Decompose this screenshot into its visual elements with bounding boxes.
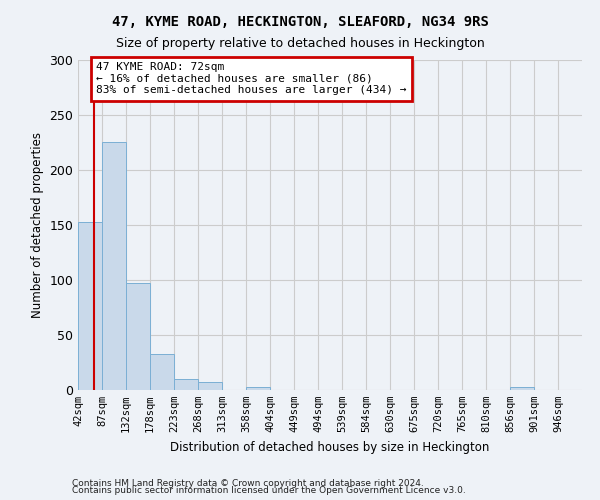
Bar xyxy=(126,284,150,390)
Text: 47, KYME ROAD, HECKINGTON, SLEAFORD, NG34 9RS: 47, KYME ROAD, HECKINGTON, SLEAFORD, NG3… xyxy=(112,15,488,29)
Text: Contains HM Land Registry data © Crown copyright and database right 2024.: Contains HM Land Registry data © Crown c… xyxy=(72,478,424,488)
Bar xyxy=(510,386,534,390)
Bar xyxy=(198,382,222,390)
Y-axis label: Number of detached properties: Number of detached properties xyxy=(31,132,44,318)
Bar xyxy=(174,379,198,390)
Text: Contains public sector information licensed under the Open Government Licence v3: Contains public sector information licen… xyxy=(72,486,466,495)
Text: Size of property relative to detached houses in Heckington: Size of property relative to detached ho… xyxy=(116,38,484,51)
X-axis label: Distribution of detached houses by size in Heckington: Distribution of detached houses by size … xyxy=(170,440,490,454)
Bar xyxy=(78,222,102,390)
Text: 47 KYME ROAD: 72sqm
← 16% of detached houses are smaller (86)
83% of semi-detach: 47 KYME ROAD: 72sqm ← 16% of detached ho… xyxy=(97,62,407,96)
Bar xyxy=(150,354,174,390)
Bar xyxy=(102,142,126,390)
Bar xyxy=(246,386,270,390)
